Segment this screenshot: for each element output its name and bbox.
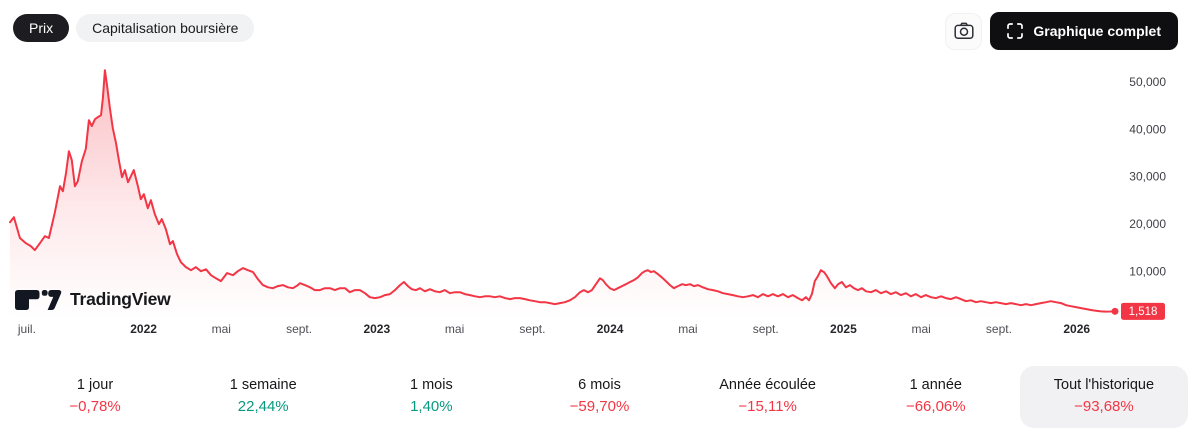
stat-period-label: 1 mois [409, 377, 453, 393]
x-axis-label: sept. [986, 322, 1012, 336]
snapshot-button[interactable] [945, 12, 983, 50]
x-axis-label: sept. [286, 322, 312, 336]
full-chart-button-label: Graphique complet [1033, 23, 1161, 39]
stat-period-1-annee[interactable]: 1 année −66,06% [852, 366, 1020, 428]
stat-period-value: −66,06% [905, 398, 966, 415]
stat-period-label: 1 jour [76, 377, 114, 393]
x-axis-label: 2025 [830, 322, 857, 336]
tab-prix[interactable]: Prix [13, 14, 70, 42]
x-axis-label: juil. [17, 322, 36, 336]
stat-period-6-mois[interactable]: 6 mois −59,70% [515, 366, 683, 428]
x-axis-label: 2024 [597, 322, 624, 336]
tradingview-logo[interactable]: TradingView [15, 289, 171, 310]
stat-period-label: Tout l'historique [1053, 377, 1155, 393]
x-axis-label: sept. [753, 322, 779, 336]
price-chart[interactable]: 50,000 40,000 30,000 20,000 10,000 juil. 2022 m… [0, 0, 1199, 345]
stat-period-value: 1,40% [410, 398, 453, 415]
tradingview-logo-icon [15, 289, 62, 310]
stat-period-label: 1 semaine [229, 377, 297, 393]
full-chart-button[interactable]: Graphique complet [990, 12, 1178, 50]
stat-period-label: 6 mois [578, 377, 621, 393]
x-axis-label: 2022 [130, 322, 157, 336]
stat-period-value: −93,68% [1074, 398, 1134, 415]
x-axis-label: mai [678, 322, 697, 336]
x-axis-label: mai [445, 322, 464, 336]
x-axis-label: mai [912, 322, 931, 336]
stat-period-label: Année écoulée [719, 377, 816, 393]
chart-mode-tabs: Prix Capitalisation boursière [13, 14, 255, 42]
y-axis-label: 40,000 [1129, 122, 1166, 136]
x-axis-label: 2023 [363, 322, 390, 336]
stat-period-label: 1 année [909, 377, 962, 393]
y-axis-label: 20,000 [1129, 217, 1166, 231]
stat-period-1-mois[interactable]: 1 mois 1,40% [347, 366, 515, 428]
stat-period-value: −59,70% [569, 398, 630, 415]
x-axis-label: mai [212, 322, 231, 336]
camera-icon [954, 22, 974, 40]
last-price-badge-label: 1,518 [1129, 306, 1158, 318]
stat-period-tout-l-historique[interactable]: Tout l'historique −93,68% [1019, 366, 1188, 428]
y-axis-label: 50,000 [1129, 75, 1166, 89]
stat-period-1-jour[interactable]: 1 jour −0,78% [11, 366, 179, 428]
last-price-badge [1121, 302, 1165, 320]
y-axis-label: 10,000 [1129, 264, 1166, 278]
toolbar-actions: Graphique complet [945, 12, 1178, 50]
stat-period-1-semaine[interactable]: 1 semaine 22,44% [179, 366, 347, 428]
stat-period-annee-ecoulee[interactable]: Année écoulée −15,11% [684, 366, 852, 428]
y-axis-label: 30,000 [1129, 170, 1166, 184]
period-stats-row: 1 jour −0,78% 1 semaine 22,44% 1 mois 1,40% 6 … [11, 366, 1188, 428]
stat-period-value: −15,11% [738, 398, 797, 415]
x-axis-label: sept. [519, 322, 545, 336]
stat-period-value: 22,44% [237, 398, 289, 415]
area-fill [10, 70, 1115, 319]
last-price-dot [1111, 307, 1119, 315]
stat-period-value: −0,78% [69, 398, 121, 415]
fullscreen-icon [1007, 23, 1024, 39]
tradingview-logo-text: TradingView [70, 289, 171, 309]
price-line [9, 69, 1116, 313]
tab-capitalisation-boursiere[interactable]: Capitalisation boursière [76, 14, 255, 42]
x-axis-label: 2026 [1063, 322, 1090, 336]
